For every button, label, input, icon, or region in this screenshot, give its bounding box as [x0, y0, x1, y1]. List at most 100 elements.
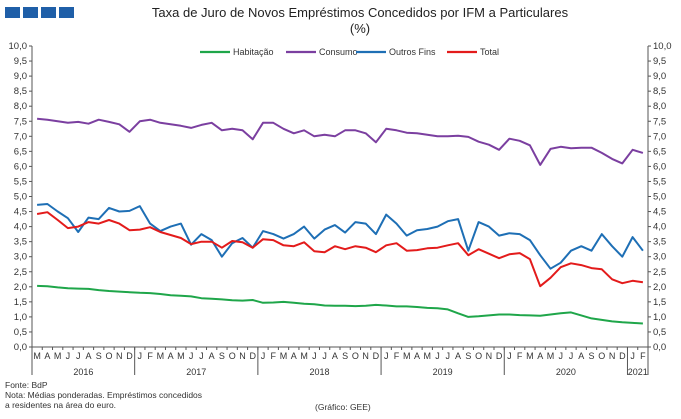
- y-tick-label-right: 9,0: [653, 71, 666, 82]
- y-tick-label-right: 8,0: [653, 101, 666, 112]
- y-tick-label-left: 6,5: [14, 146, 27, 157]
- method-note-line2: a residentes na área do euro.: [5, 400, 117, 410]
- y-tick-label-right: 1,0: [653, 312, 666, 323]
- month-label: M: [547, 351, 555, 361]
- y-tick-label-left: 10,0: [9, 41, 28, 52]
- month-label: S: [465, 351, 471, 361]
- month-label: N: [239, 351, 246, 361]
- y-tick-label-left: 6,0: [14, 161, 27, 172]
- y-tick-label-right: 3,5: [653, 237, 666, 248]
- logo-square: [5, 7, 20, 18]
- month-label: O: [229, 351, 236, 361]
- y-tick-label-left: 0,5: [14, 327, 27, 338]
- month-label: S: [96, 351, 102, 361]
- month-label: O: [105, 351, 112, 361]
- month-label: N: [116, 351, 123, 361]
- month-label: D: [373, 351, 380, 361]
- y-tick-label-right: 10,0: [653, 41, 672, 52]
- month-label: F: [640, 351, 646, 361]
- method-note-line1: Nota: Médias ponderadas. Empréstimos con…: [5, 390, 203, 400]
- chart-title-line2: (%): [349, 21, 371, 36]
- month-label: J: [569, 351, 574, 361]
- gee-logo: [5, 7, 74, 18]
- month-label: J: [138, 351, 143, 361]
- month-label: O: [475, 351, 482, 361]
- month-label: J: [446, 351, 451, 361]
- month-label: A: [578, 351, 584, 361]
- y-tick-label-right: 7,0: [653, 131, 666, 142]
- y-tick-label-right: 9,5: [653, 56, 666, 67]
- month-label: M: [33, 351, 41, 361]
- y-tick-label-left: 5,0: [14, 192, 27, 203]
- y-tick-label-left: 8,0: [14, 101, 27, 112]
- y-tick-label-left: 5,5: [14, 176, 27, 187]
- y-tick-label-right: 8,5: [653, 86, 666, 97]
- y-tick-label-left: 4,5: [14, 207, 27, 218]
- year-label: 2016: [73, 367, 93, 377]
- month-label: D: [126, 351, 133, 361]
- series-line-3: [36, 211, 644, 288]
- month-label: A: [85, 351, 91, 361]
- y-tick-label-right: 5,5: [653, 176, 666, 187]
- month-label: M: [300, 351, 308, 361]
- month-label: S: [342, 351, 348, 361]
- month-label: O: [352, 351, 359, 361]
- y-tick-label-left: 1,5: [14, 297, 27, 308]
- month-label: M: [177, 351, 185, 361]
- year-label: 2019: [433, 367, 453, 377]
- series-line-2: [37, 203, 644, 270]
- chart-title-line1: Taxa de Juro de Novos Empréstimos Conced…: [151, 5, 569, 20]
- legend-label: Habitação: [233, 47, 274, 57]
- y-tick-label-left: 7,0: [14, 131, 27, 142]
- month-label: F: [271, 351, 277, 361]
- year-label: 2020: [556, 367, 576, 377]
- month-label: J: [435, 351, 440, 361]
- month-label: N: [362, 351, 369, 361]
- month-label: M: [280, 351, 288, 361]
- month-label: A: [291, 351, 297, 361]
- month-label: M: [54, 351, 62, 361]
- y-tick-label-right: 1,5: [653, 297, 666, 308]
- year-label: 2018: [309, 367, 329, 377]
- month-label: A: [168, 351, 174, 361]
- y-tick-label-right: 7,5: [653, 116, 666, 127]
- y-tick-label-right: 2,5: [653, 267, 666, 278]
- y-tick-label-right: 5,0: [653, 192, 666, 203]
- y-tick-label-left: 9,0: [14, 71, 27, 82]
- month-label: F: [147, 351, 153, 361]
- series-line-1: [37, 117, 644, 166]
- chart-credit: (Gráfico: GEE): [315, 402, 371, 412]
- logo-square: [59, 7, 74, 18]
- y-tick-label-right: 2,0: [653, 282, 666, 293]
- y-tick-label-right: 4,0: [653, 222, 666, 233]
- month-label: D: [619, 351, 626, 361]
- month-label: O: [598, 351, 605, 361]
- legend-label: Total: [480, 47, 499, 57]
- month-label: A: [455, 351, 461, 361]
- month-label: J: [507, 351, 512, 361]
- month-label: N: [486, 351, 493, 361]
- y-tick-label-right: 6,5: [653, 146, 666, 157]
- y-tick-label-right: 4,5: [653, 207, 666, 218]
- year-label: 2021: [628, 367, 648, 377]
- chart-title: Taxa de Juro de Novos Empréstimos Conced…: [120, 5, 600, 37]
- month-label: J: [261, 351, 266, 361]
- y-tick-label-left: 1,0: [14, 312, 27, 323]
- month-label: J: [76, 351, 81, 361]
- month-label: M: [526, 351, 534, 361]
- month-label: A: [332, 351, 338, 361]
- month-label: S: [589, 351, 595, 361]
- month-label: D: [496, 351, 503, 361]
- year-label: 2017: [186, 367, 206, 377]
- y-tick-label-right: 3,0: [653, 252, 666, 263]
- y-tick-label-left: 7,5: [14, 116, 27, 127]
- month-label: M: [157, 351, 165, 361]
- y-tick-label-left: 8,5: [14, 86, 27, 97]
- legend-label: Outros Fins: [389, 47, 436, 57]
- y-tick-label-left: 9,5: [14, 56, 27, 67]
- month-label: A: [209, 351, 215, 361]
- month-label: F: [394, 351, 400, 361]
- y-tick-label-right: 6,0: [653, 161, 666, 172]
- y-tick-label-left: 3,5: [14, 237, 27, 248]
